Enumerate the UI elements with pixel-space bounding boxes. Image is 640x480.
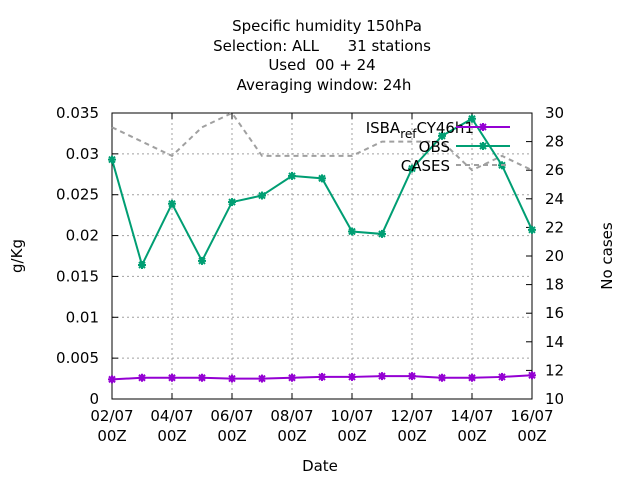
y2-axis-label: No cases bbox=[598, 222, 616, 290]
x-tick-label-date: 10/07 bbox=[330, 407, 373, 425]
data-point bbox=[198, 256, 206, 265]
data-point bbox=[318, 372, 326, 381]
y2-tick-label: 30 bbox=[545, 104, 564, 122]
title-line-4: Averaging window: 24h bbox=[237, 76, 412, 94]
data-point bbox=[228, 374, 236, 383]
x-tick-label-hour: 00Z bbox=[457, 427, 486, 445]
data-point bbox=[528, 371, 536, 380]
y2-tick-label: 16 bbox=[545, 304, 564, 322]
data-point bbox=[348, 372, 356, 381]
legend: ISBArefCY46h1 OBS CASES bbox=[366, 119, 510, 175]
legend-label-obs: OBS bbox=[419, 138, 450, 156]
y2-tick-label: 20 bbox=[545, 247, 564, 265]
data-point bbox=[138, 373, 146, 382]
y2-tick-label: 28 bbox=[545, 133, 564, 151]
data-point bbox=[378, 229, 386, 238]
y-tick-label: 0.03 bbox=[66, 145, 99, 163]
x-axis-ticks: 02/07 00Z 04/07 00Z 06/07 00Z 08/07 00Z 10/07 00Z… bbox=[90, 113, 554, 445]
x-tick-label-hour: 00Z bbox=[217, 427, 246, 445]
x-tick-label-hour: 00Z bbox=[277, 427, 306, 445]
y-axis-ticks: 0 0.005 0.01 0.015 0.02 0.025 0.03 0.035 bbox=[56, 104, 118, 408]
y-tick-label: 0.035 bbox=[56, 104, 99, 122]
y2-tick-label: 18 bbox=[545, 276, 564, 294]
legend-star bbox=[479, 123, 487, 131]
data-point bbox=[258, 191, 266, 200]
x-tick-label-hour: 00Z bbox=[157, 427, 186, 445]
data-point bbox=[108, 375, 116, 384]
y-tick-label: 0 bbox=[89, 390, 99, 408]
title-line-2: Selection: ALL 31 stations bbox=[213, 37, 431, 55]
legend-star bbox=[479, 142, 487, 150]
x-tick-label-date: 14/07 bbox=[450, 407, 493, 425]
legend-marker-isba bbox=[479, 123, 487, 131]
x-tick-label-date: 06/07 bbox=[210, 407, 253, 425]
legend-marker-obs bbox=[479, 142, 487, 150]
data-point bbox=[498, 372, 506, 381]
y2-tick-label: 10 bbox=[545, 390, 564, 408]
chart-title: Specific humidity 150hPa Selection: ALL … bbox=[213, 17, 431, 94]
y-axis-label: g/Kg bbox=[8, 239, 26, 273]
data-point bbox=[468, 373, 476, 382]
data-point bbox=[318, 174, 326, 183]
title-line-1: Specific humidity 150hPa bbox=[232, 17, 422, 35]
y2-tick-label: 22 bbox=[545, 218, 564, 236]
x-tick-label-hour: 00Z bbox=[337, 427, 366, 445]
y-tick-label: 0.025 bbox=[56, 186, 99, 204]
data-point bbox=[438, 131, 446, 140]
legend-label-cases: CASES bbox=[401, 157, 450, 175]
data-point bbox=[138, 260, 146, 269]
data-point bbox=[408, 164, 416, 173]
x-axis-label: Date bbox=[302, 457, 338, 475]
series-line-cases bbox=[111, 111, 533, 172]
x-tick-label-date: 08/07 bbox=[270, 407, 313, 425]
data-point bbox=[348, 227, 356, 236]
y2-tick-label: 14 bbox=[545, 333, 564, 351]
data-point bbox=[288, 171, 296, 180]
x-tick-label-date: 12/07 bbox=[390, 407, 433, 425]
x-tick-label-date: 04/07 bbox=[150, 407, 193, 425]
y-tick-label: 0.01 bbox=[66, 308, 99, 326]
y-tick-label: 0.005 bbox=[56, 349, 99, 367]
y2-tick-label: 12 bbox=[545, 361, 564, 379]
x-tick-label-hour: 00Z bbox=[97, 427, 126, 445]
data-point bbox=[168, 373, 176, 382]
y2-tick-label: 26 bbox=[545, 161, 564, 179]
data-point bbox=[468, 114, 476, 123]
y2-axis-ticks: 10 12 14 16 18 20 22 24 26 28 30 bbox=[526, 104, 564, 408]
data-point bbox=[378, 372, 386, 381]
data-point bbox=[408, 372, 416, 381]
grid bbox=[112, 113, 532, 399]
data-point bbox=[438, 373, 446, 382]
y-tick-label: 0.02 bbox=[66, 227, 99, 245]
data-point bbox=[288, 373, 296, 382]
x-tick-label-hour: 00Z bbox=[517, 427, 546, 445]
series-layer bbox=[108, 111, 536, 384]
data-point bbox=[198, 373, 206, 382]
title-line-3: Used 00 + 24 bbox=[268, 56, 375, 74]
x-tick-label-date: 16/07 bbox=[510, 407, 553, 425]
x-tick-label-hour: 00Z bbox=[397, 427, 426, 445]
legend-label-isba: ISBArefCY46h1 bbox=[366, 119, 474, 141]
data-point bbox=[228, 198, 236, 207]
x-tick-label-date: 02/07 bbox=[90, 407, 133, 425]
data-point bbox=[258, 374, 266, 383]
data-point bbox=[108, 155, 116, 164]
y2-tick-label: 24 bbox=[545, 190, 564, 208]
data-point bbox=[528, 225, 536, 234]
y-tick-label: 0.015 bbox=[56, 267, 99, 285]
series-line-obs bbox=[111, 117, 533, 268]
data-point bbox=[168, 199, 176, 208]
